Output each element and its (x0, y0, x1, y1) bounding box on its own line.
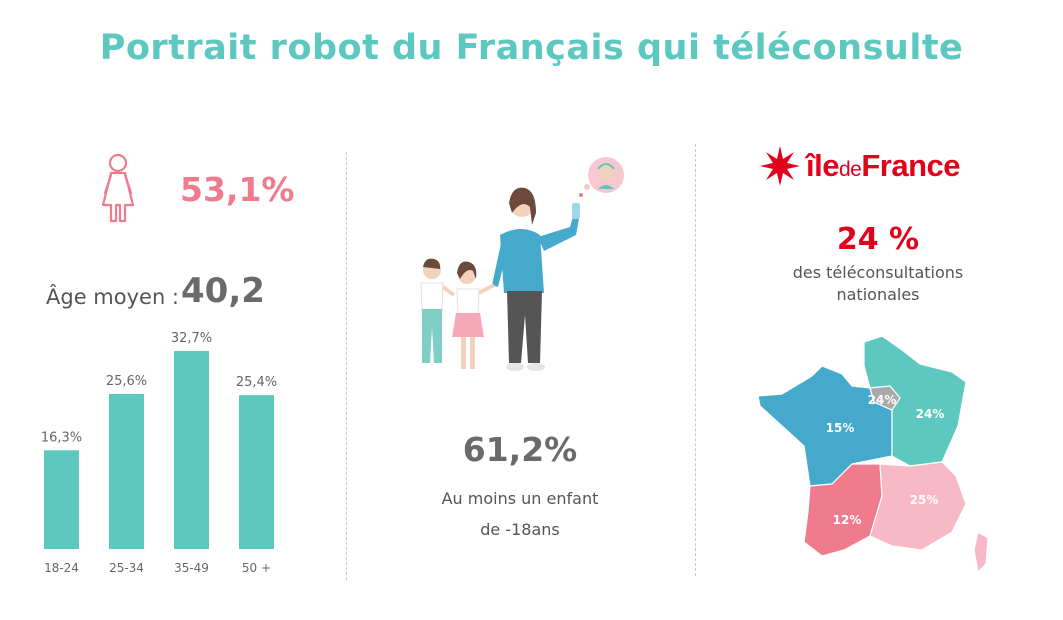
bar-value-label: 32,7% (171, 331, 212, 346)
divider-right (695, 144, 696, 576)
map-label-southwest: 12% (833, 513, 862, 527)
idf-share-value: 24 % (836, 222, 920, 257)
idf-caption-line2: nationales (836, 285, 920, 304)
map-label-east: 24% (916, 407, 945, 421)
logo-ile: île (806, 148, 839, 183)
female-share-value: 53,1% (180, 170, 295, 209)
map-region-corsica (973, 531, 989, 573)
bar-18-24 (44, 450, 79, 549)
woman-icon (101, 153, 135, 223)
bar-value-label: 25,4% (236, 375, 277, 390)
divider-left (346, 152, 347, 580)
kids-caption-line1: Au moins un enfant (441, 489, 599, 508)
bar-category-label: 50 + (242, 561, 271, 575)
map-label-paris: 24% (868, 393, 897, 407)
map-region-paris (869, 385, 901, 411)
age-bar-chart: 16,3% 18-24 25,6% 25-34 32,7% 35-49 25,4% 50 + (41, 331, 277, 575)
bar-category-label: 35-49 (174, 561, 209, 575)
page-title: Portrait robot du Français qui téléconsu… (99, 28, 964, 68)
bar-value-label: 25,6% (106, 374, 147, 389)
star-icon (760, 146, 800, 186)
family-illustration (420, 157, 624, 371)
logo-de: de (838, 158, 862, 181)
bar-category-label: 18-24 (44, 561, 79, 575)
kids-share-value: 61,2% (462, 430, 578, 469)
logo-france: France (861, 148, 960, 183)
map-label-southeast: 25% (910, 493, 939, 507)
bar-category-label: 25-34 (109, 561, 144, 575)
map-region-southeast (869, 461, 967, 551)
ile-de-france-logo: îledeFrance (760, 146, 960, 186)
idf-caption-line1: des téléconsultations (792, 263, 964, 282)
age-label: Âge moyen : (46, 285, 180, 309)
kids-caption-line2: de -18ans (480, 520, 560, 539)
bar-25-34 (109, 393, 144, 549)
map-label-west: 15% (826, 421, 855, 435)
bar-50 + (239, 395, 274, 549)
bar-value-label: 16,3% (41, 430, 82, 445)
age-value: 40,2 (181, 271, 265, 311)
bar-35-49 (174, 350, 209, 549)
france-map: 24% 24% 15% 12% 25% (757, 336, 989, 573)
